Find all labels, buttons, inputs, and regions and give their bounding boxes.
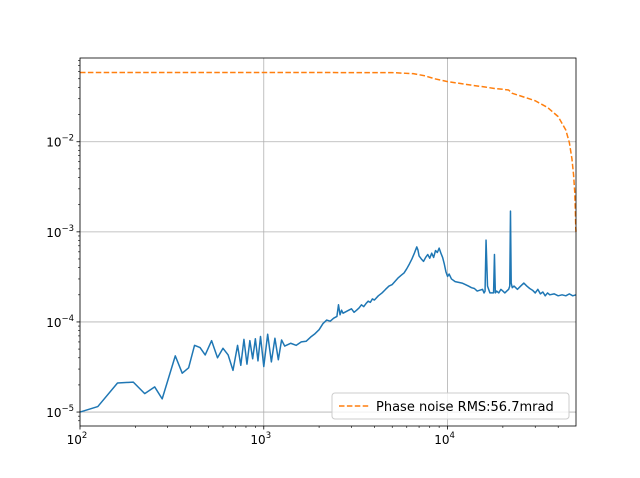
axes-frame [79, 57, 577, 427]
legend: Phase noise RMS:56.7mrad [331, 392, 570, 420]
x-tick-label: 104 [434, 431, 455, 447]
series-lines [79, 71, 577, 413]
legend-box [331, 392, 570, 420]
x-tick-label: 103 [250, 431, 271, 447]
x-tick-label: 102 [67, 431, 88, 447]
y-tick-label: 10−4 [46, 314, 74, 330]
series-line-spectrum [79, 210, 577, 413]
y-tick-label: 10−2 [46, 134, 74, 150]
y-tick-label: 10−5 [46, 404, 74, 420]
legend-label-phase-noise: Phase noise RMS:56.7mrad [376, 400, 554, 415]
series-line-phase-noise [80, 71, 577, 232]
y-tick-label: 10−3 [46, 224, 74, 240]
axis-ticks: 102 103 104 10−5 10−4 10−3 10−2 [46, 60, 559, 447]
